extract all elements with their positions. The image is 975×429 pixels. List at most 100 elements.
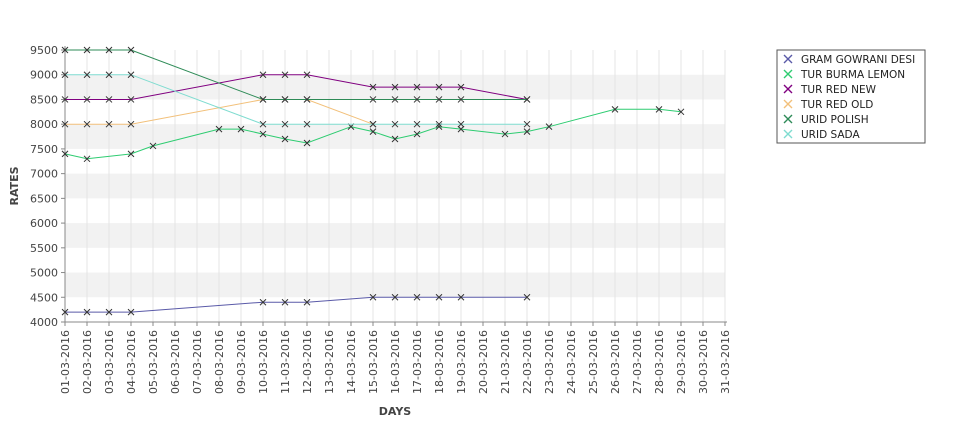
data-point [391, 135, 399, 143]
x-tick-label: 16-03-2016 [389, 330, 402, 394]
data-point [457, 125, 465, 133]
data-point [435, 120, 443, 128]
data-point [259, 130, 267, 138]
x-tick-label: 03-03-2016 [103, 330, 116, 394]
data-point [127, 96, 135, 103]
data-point [105, 96, 113, 103]
data-point [281, 96, 289, 103]
data-point [501, 130, 509, 138]
data-point [105, 120, 113, 128]
y-tick-label: 8000 [30, 118, 58, 131]
data-point [259, 120, 267, 128]
data-point [391, 293, 399, 301]
x-tick-label: 22-03-2016 [521, 330, 534, 394]
data-point [413, 120, 421, 128]
data-point [259, 298, 267, 306]
y-tick-label: 9500 [30, 44, 58, 57]
data-point [281, 135, 289, 143]
data-point [83, 71, 91, 79]
data-point [413, 83, 421, 91]
data-point [413, 293, 421, 301]
x-tick-label: 19-03-2016 [455, 330, 468, 394]
data-point [611, 105, 619, 113]
legend-box [776, 49, 926, 144]
data-point [303, 71, 311, 79]
data-point [523, 120, 531, 128]
x-tick-label: 30-03-2016 [697, 330, 710, 394]
data-point [457, 96, 465, 103]
data-point [83, 155, 91, 163]
series [61, 293, 531, 316]
x-tick-label: 18-03-2016 [433, 330, 446, 394]
x-tick-label: 23-03-2016 [543, 330, 556, 394]
data-point [83, 308, 91, 316]
x-tick-label: 28-03-2016 [653, 330, 666, 394]
x-tick-label: 27-03-2016 [631, 330, 644, 394]
vertical-gridlines [64, 50, 726, 322]
data-point [281, 120, 289, 128]
data-point [523, 128, 531, 135]
data-point [61, 308, 69, 316]
x-tick-label: 09-03-2016 [235, 330, 248, 394]
y-tick-label: 5500 [30, 242, 58, 255]
data-point [215, 125, 223, 133]
data-point [105, 46, 113, 54]
series [61, 105, 685, 163]
x-tick-label: 24-03-2016 [565, 330, 578, 394]
data-point [127, 150, 135, 158]
legend-marker-icon [783, 69, 793, 79]
data-point [237, 125, 245, 133]
data-point [127, 308, 135, 316]
data-point [127, 46, 135, 54]
data-point [83, 96, 91, 103]
x-tick-label: 05-03-2016 [147, 330, 160, 394]
data-point [655, 105, 663, 113]
data-point [413, 130, 421, 138]
x-tick-label: 13-03-2016 [323, 330, 336, 394]
data-point [83, 120, 91, 128]
data-point [149, 142, 157, 150]
legend-item: URID SADA [783, 129, 860, 141]
legend-label: TUR RED NEW [800, 84, 877, 96]
data-point [127, 71, 135, 79]
data-point [677, 108, 685, 116]
series [61, 46, 531, 103]
x-tick-label: 15-03-2016 [367, 330, 380, 394]
x-tick-label: 11-03-2016 [279, 330, 292, 394]
data-point [105, 308, 113, 316]
x-tick-label: 20-03-2016 [477, 330, 490, 394]
data-point [545, 123, 553, 131]
x-tick-label: 01-03-2016 [59, 330, 72, 394]
x-tick-label: 02-03-2016 [81, 330, 94, 394]
legend-marker-icon [783, 54, 793, 64]
x-tick-label: 31-03-2016 [719, 330, 732, 394]
data-point [435, 96, 443, 103]
x-tick-label: 29-03-2016 [675, 330, 688, 394]
legend-label: URID SADA [801, 129, 860, 141]
legend-label: URID POLISH [801, 114, 869, 126]
series [61, 71, 531, 128]
data-point [259, 96, 267, 103]
series-layer [61, 46, 685, 316]
y-tick-label: 7000 [30, 168, 58, 181]
y-tick-label: 5000 [30, 267, 58, 280]
x-axis-label: DAYS [379, 405, 412, 418]
legend-label: GRAM GOWRANI DESI [801, 54, 915, 66]
data-point [61, 150, 69, 158]
data-point [435, 293, 443, 301]
data-point [281, 298, 289, 306]
legend-label: TUR RED OLD [800, 99, 873, 111]
x-tick-label: 25-03-2016 [587, 330, 600, 394]
x-tick-label: 14-03-2016 [345, 330, 358, 394]
data-point [105, 71, 113, 79]
data-point [391, 120, 399, 128]
x-axis-ticks: 01-03-2016 02-03-2016 03-03-2016 04-03-2016… [59, 322, 732, 394]
data-point [61, 120, 69, 128]
y-tick-label: 7500 [30, 143, 58, 156]
x-tick-label: 26-03-2016 [609, 330, 622, 394]
legend-item: TUR RED OLD [783, 99, 873, 111]
y-tick-label: 9000 [30, 69, 58, 82]
x-tick-label: 04-03-2016 [125, 330, 138, 394]
data-point [127, 120, 135, 128]
